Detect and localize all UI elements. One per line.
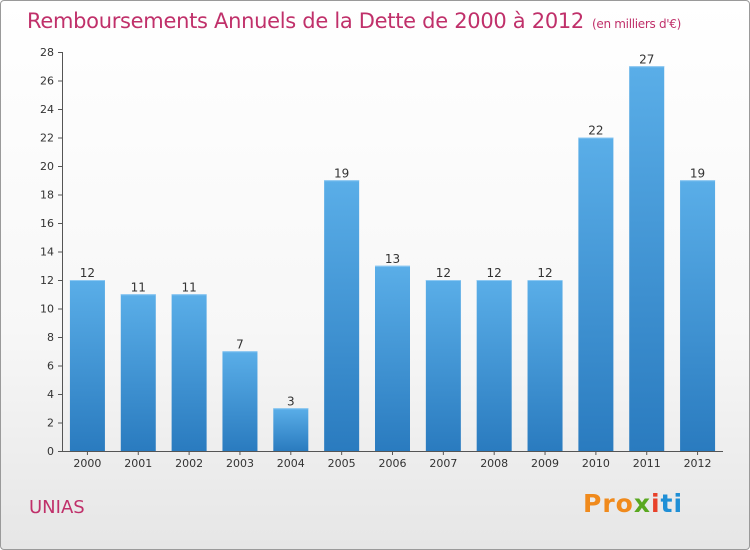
bar-2009 [527,280,563,451]
y-tick-label: 22 [40,132,54,145]
bar-2003 [222,351,258,451]
y-tick-label: 0 [47,445,54,458]
data-label: 7 [236,337,244,351]
y-tick-label: 28 [40,46,54,59]
x-tick-label: 2009 [531,457,559,470]
y-tick-label: 4 [47,388,54,401]
x-tick-label: 2011 [633,457,661,470]
x-tick-label: 2001 [124,457,152,470]
y-tick-label: 16 [40,217,54,230]
y-tick-label: 6 [47,360,54,373]
unit-note: (en milliers d'€) [592,17,682,31]
y-tick-label: 14 [40,246,54,259]
y-tick-label: 20 [40,160,54,173]
bar-2010 [578,137,614,451]
bar-2001 [120,294,156,451]
x-tick-label: 2004 [277,457,305,470]
proxiti-logo: Proxiti [583,489,684,518]
data-label: 19 [690,166,705,180]
data-label: 19 [334,166,349,180]
data-label: 12 [487,266,502,280]
chart-title: Remboursements Annuels de la Dette de 20… [27,9,681,33]
x-tick-label: 2006 [379,457,407,470]
data-label: 11 [131,280,146,294]
bar-2005 [324,180,360,451]
x-tick-label: 2012 [684,457,712,470]
x-tick-label: 2005 [328,457,356,470]
y-tick-label: 18 [40,189,54,202]
bar-2006 [375,265,410,451]
y-tick-label: 10 [40,303,54,316]
data-label: 12 [80,266,95,280]
x-tick-label: 2008 [480,457,508,470]
y-tick-label: 12 [40,274,54,287]
data-label: 3 [287,394,295,408]
x-tick-label: 2000 [73,457,101,470]
x-tick-label: 2007 [429,457,457,470]
data-label: 27 [639,52,654,66]
bar-2007 [425,280,461,451]
bar-2012 [680,180,716,451]
data-label: 13 [385,252,400,266]
bar-2008 [476,280,512,451]
x-tick-label: 2002 [175,457,203,470]
y-tick-label: 26 [40,75,54,88]
bar-2011 [629,66,665,451]
bar-2002 [171,294,207,451]
data-label: 12 [436,266,451,280]
x-tick-label: 2003 [226,457,254,470]
data-label: 11 [181,280,196,294]
bar-2004 [273,408,309,451]
data-label: 12 [537,266,552,280]
y-tick-label: 8 [47,331,54,344]
x-tick-label: 2010 [582,457,610,470]
y-tick-label: 24 [40,103,54,116]
data-label: 22 [588,124,603,138]
commune-name: UNIAS [29,497,85,518]
bar-2000 [69,280,105,451]
title-text: Remboursements Annuels de la Dette de 20… [27,9,584,33]
y-tick-label: 2 [47,417,54,430]
